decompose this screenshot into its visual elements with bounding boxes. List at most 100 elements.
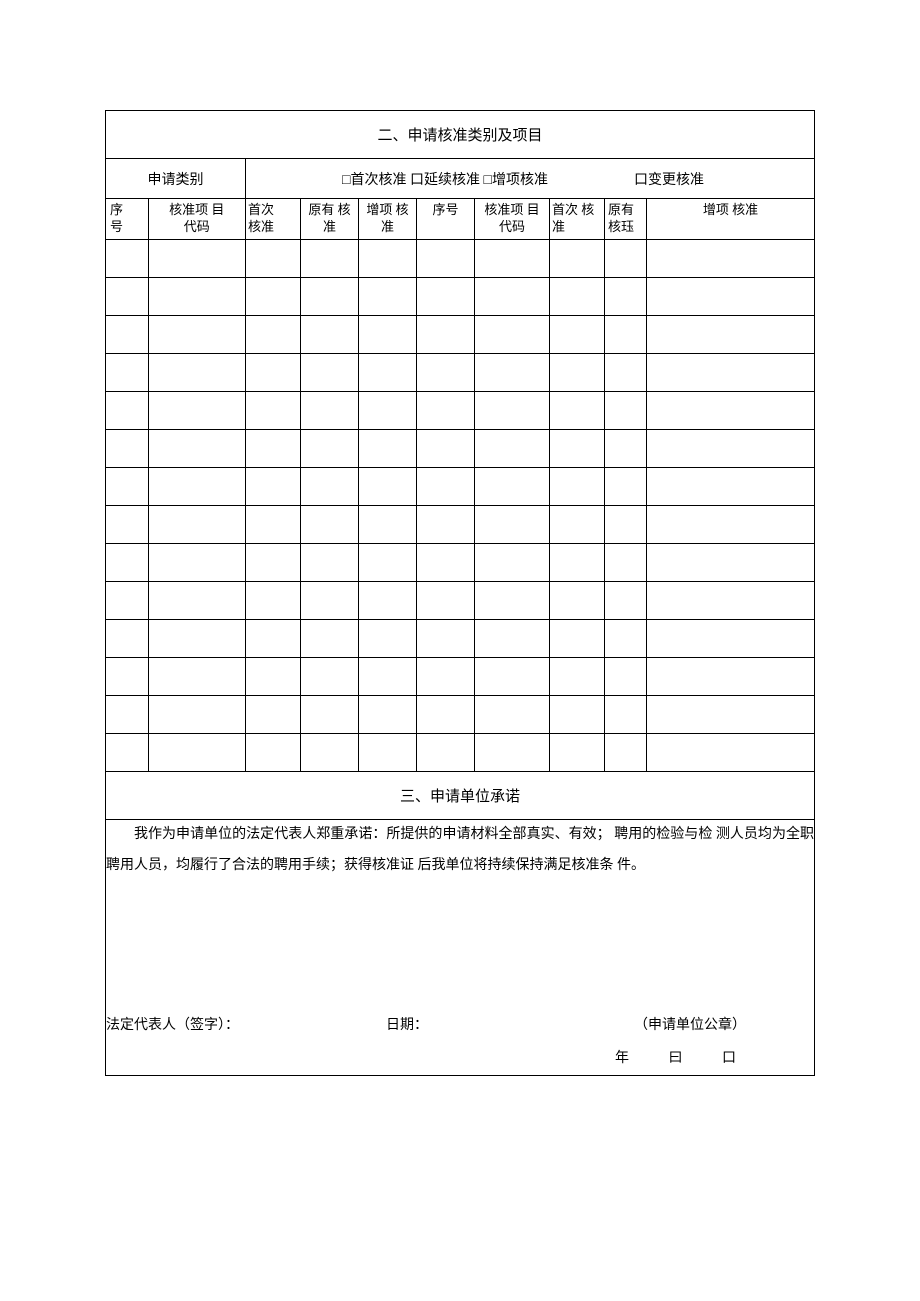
table-cell[interactable] [246,619,301,657]
table-cell[interactable] [106,353,149,391]
table-cell[interactable] [475,467,550,505]
table-cell[interactable] [647,277,815,315]
table-cell[interactable] [301,277,359,315]
table-cell[interactable] [475,239,550,277]
table-cell[interactable] [605,733,647,771]
table-cell[interactable] [647,315,815,353]
table-cell[interactable] [359,505,417,543]
table-cell[interactable] [475,581,550,619]
table-cell[interactable] [550,429,605,467]
table-cell[interactable] [106,695,149,733]
table-cell[interactable] [647,543,815,581]
table-cell[interactable] [106,657,149,695]
table-cell[interactable] [550,239,605,277]
table-cell[interactable] [417,733,475,771]
table-cell[interactable] [359,733,417,771]
table-cell[interactable] [417,239,475,277]
table-cell[interactable] [550,315,605,353]
table-cell[interactable] [148,619,245,657]
table-cell[interactable] [148,429,245,467]
table-cell[interactable] [148,353,245,391]
table-cell[interactable] [605,657,647,695]
table-cell[interactable] [359,391,417,429]
table-cell[interactable] [359,695,417,733]
table-cell[interactable] [647,353,815,391]
table-cell[interactable] [605,391,647,429]
table-cell[interactable] [417,657,475,695]
table-cell[interactable] [359,353,417,391]
table-cell[interactable] [246,315,301,353]
table-cell[interactable] [246,695,301,733]
table-cell[interactable] [106,581,149,619]
table-cell[interactable] [475,657,550,695]
table-cell[interactable] [550,543,605,581]
table-cell[interactable] [605,429,647,467]
table-cell[interactable] [106,315,149,353]
table-cell[interactable] [301,543,359,581]
table-cell[interactable] [301,429,359,467]
table-cell[interactable] [359,581,417,619]
table-cell[interactable] [148,467,245,505]
table-cell[interactable] [417,353,475,391]
table-cell[interactable] [605,543,647,581]
table-cell[interactable] [417,391,475,429]
table-cell[interactable] [647,505,815,543]
table-cell[interactable] [475,277,550,315]
table-cell[interactable] [246,733,301,771]
table-cell[interactable] [647,239,815,277]
table-cell[interactable] [605,315,647,353]
table-cell[interactable] [605,353,647,391]
table-cell[interactable] [148,543,245,581]
table-cell[interactable] [148,239,245,277]
table-cell[interactable] [148,695,245,733]
table-cell[interactable] [550,505,605,543]
table-cell[interactable] [106,505,149,543]
table-cell[interactable] [647,391,815,429]
table-cell[interactable] [106,391,149,429]
table-cell[interactable] [106,239,149,277]
table-cell[interactable] [246,239,301,277]
table-cell[interactable] [550,657,605,695]
table-cell[interactable] [301,505,359,543]
table-cell[interactable] [550,353,605,391]
table-cell[interactable] [550,277,605,315]
table-cell[interactable] [550,581,605,619]
table-cell[interactable] [550,467,605,505]
table-cell[interactable] [605,467,647,505]
table-cell[interactable] [359,467,417,505]
table-cell[interactable] [106,619,149,657]
table-cell[interactable] [301,467,359,505]
table-cell[interactable] [359,429,417,467]
table-cell[interactable] [301,695,359,733]
table-cell[interactable] [605,277,647,315]
table-cell[interactable] [475,391,550,429]
table-cell[interactable] [647,733,815,771]
table-cell[interactable] [359,277,417,315]
table-cell[interactable] [246,391,301,429]
table-cell[interactable] [246,581,301,619]
table-cell[interactable] [359,619,417,657]
table-cell[interactable] [301,391,359,429]
table-cell[interactable] [550,695,605,733]
table-cell[interactable] [475,619,550,657]
table-cell[interactable] [148,733,245,771]
table-cell[interactable] [417,695,475,733]
table-cell[interactable] [359,657,417,695]
table-cell[interactable] [417,543,475,581]
table-cell[interactable] [475,733,550,771]
table-cell[interactable] [148,277,245,315]
table-cell[interactable] [301,353,359,391]
table-cell[interactable] [647,619,815,657]
table-cell[interactable] [647,581,815,619]
table-cell[interactable] [246,505,301,543]
table-cell[interactable] [417,315,475,353]
table-cell[interactable] [246,467,301,505]
table-cell[interactable] [148,581,245,619]
table-cell[interactable] [550,391,605,429]
table-cell[interactable] [417,505,475,543]
table-cell[interactable] [550,733,605,771]
table-cell[interactable] [359,239,417,277]
checkbox-group-a[interactable]: □首次核准 口延续核准 □增项核准 [246,169,634,189]
table-cell[interactable] [475,505,550,543]
table-cell[interactable] [246,353,301,391]
